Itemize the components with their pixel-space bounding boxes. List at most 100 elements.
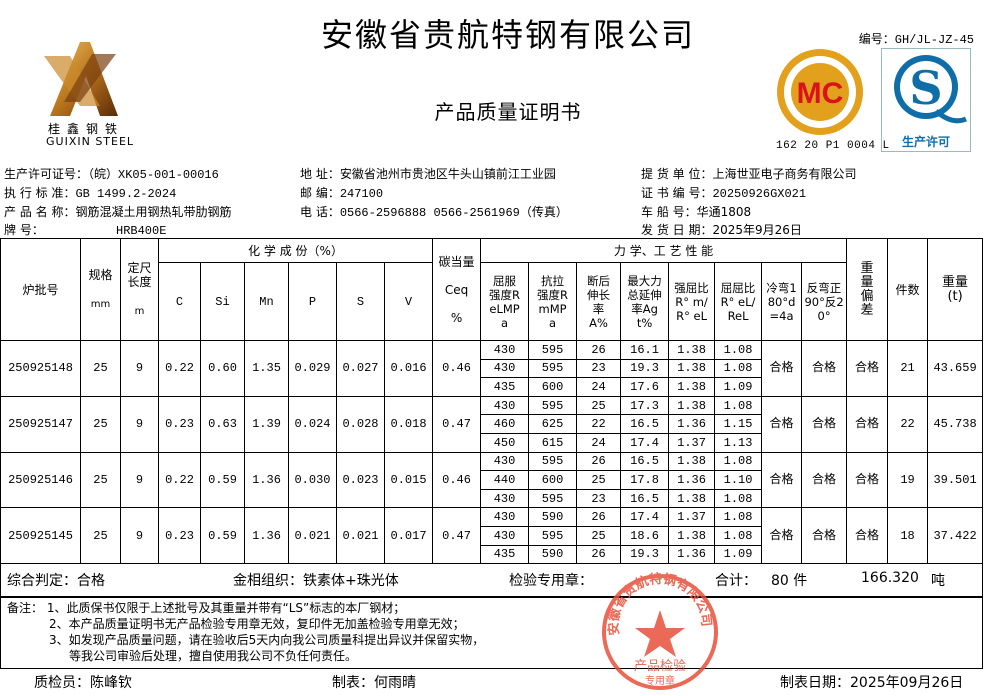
mech-value: 16.5 xyxy=(620,414,670,434)
table-row: 250925146 25 9 0.22 0.59 1.36 0.030 0.023 0.015 0… xyxy=(0,451,984,509)
mech-value: 435 xyxy=(480,544,530,565)
chem-value: 1.36 xyxy=(244,507,289,565)
table-row: 435 600 24 17.6 1.38 1.09 xyxy=(1,377,983,397)
qs-logo-icon: S xyxy=(894,55,967,124)
chem-value: 0.23 xyxy=(158,507,201,565)
mech-value: 16.5 xyxy=(620,451,670,472)
batch-number: 250925145 xyxy=(0,507,81,565)
batch-number: 250925146 xyxy=(0,451,81,509)
rebend-result: 合格 xyxy=(801,507,848,565)
spec: 25 xyxy=(80,395,121,453)
mech-value: 19.3 xyxy=(620,544,670,565)
mech-value: 1.09 xyxy=(714,377,763,397)
mech-value: 1.08 xyxy=(714,525,763,546)
mech-value: 1.13 xyxy=(714,432,763,453)
cold-bend-result: 合格 xyxy=(761,451,803,509)
svg-text:专用章: 专用章 xyxy=(645,674,675,687)
mech-value: 450 xyxy=(480,432,530,453)
cold-bend-result: 合格 xyxy=(761,395,803,453)
cold-bend-result: 合格 xyxy=(761,340,803,397)
header-ceq: 碳当量 Ceq% xyxy=(432,238,482,341)
header-chem-s: S xyxy=(336,262,385,341)
mc-certificate-code: 162 20 P1 0004 L xyxy=(776,140,890,152)
header-chem-si: Si xyxy=(200,262,245,341)
header-weight-deviation: 重量偏差 xyxy=(846,238,889,341)
length: 9 xyxy=(120,507,159,565)
logo-chinese-name: 桂鑫钢铁 xyxy=(48,122,125,136)
quality-table: 炉批号 规格 mm 定尺长度 m 化 学 成 份（%） 碳当量 Ceq% 力 学、工 艺 性 能… xyxy=(0,238,984,565)
mech-value: 435 xyxy=(480,377,530,397)
mech-value: 24 xyxy=(576,432,622,453)
total-pieces: 80 件 xyxy=(771,573,808,589)
spec: 25 xyxy=(80,451,121,509)
header-mech-col: 断后伸长率A% xyxy=(576,262,622,341)
note-line: 等我公司审验后处理，擅自使用我公司不负任何责任。 xyxy=(69,649,358,663)
chem-value: 0.63 xyxy=(200,395,245,453)
address-field: 地 址：安徽省池州市贵池区牛头山镇前江工业园 xyxy=(300,167,556,181)
mech-value: 1.38 xyxy=(668,525,716,546)
weight-deviation-result: 合格 xyxy=(846,395,889,453)
chem-value: 0.017 xyxy=(383,507,434,565)
mech-value: 1.36 xyxy=(668,414,716,434)
mc-logo-icon: MC xyxy=(777,49,863,135)
mc-certification-logo: MC xyxy=(776,48,864,136)
note-line: 3、如发现产品质量问题，请在验收后5天内向我公司质量科提出异议并保留实物， xyxy=(49,633,485,647)
phone-field: 电 话：0566-2596888 0566-2561969（传真） xyxy=(300,205,568,220)
mech-value: 1.38 xyxy=(668,340,716,360)
weight: 45.738 xyxy=(927,395,984,453)
header-mech-col: 最大力总延伸率Agt% xyxy=(620,262,670,341)
table-row: 250925147 25 9 0.23 0.63 1.39 0.024 0.028 0.018 0… xyxy=(0,395,984,453)
mech-value: 1.08 xyxy=(714,507,763,527)
mech-value: 1.08 xyxy=(714,340,763,360)
mech-value: 595 xyxy=(528,358,578,379)
summary-row: 综合判定：合格 金相组织：铁素体+珠光体 检验专用章： 合计： 80 件 166… xyxy=(0,564,983,597)
note-line: 备注： 1、此质保书仅限于上述批号及其重量并带有“LS”标志的本厂钢材； xyxy=(7,601,406,615)
grade-field: 牌 号： HRB400E xyxy=(4,223,167,238)
weight-deviation-result: 合格 xyxy=(846,340,889,397)
chem-value: 0.60 xyxy=(200,340,245,397)
header-mech-col: 抗拉强度RmMPa xyxy=(528,262,578,341)
batch-number: 250925147 xyxy=(0,395,81,453)
guixin-logo-icon xyxy=(44,42,118,116)
overall-verdict: 综合判定：合格 xyxy=(7,573,105,589)
header-mech-col: 屈屈比R° eL/ReL xyxy=(714,262,763,341)
chem-value: 0.028 xyxy=(336,395,385,453)
mech-value: 1.37 xyxy=(668,507,716,527)
mech-value: 430 xyxy=(480,451,530,472)
chem-value: 1.39 xyxy=(244,395,289,453)
mech-value: 22 xyxy=(576,414,622,434)
header-weight: 重量(t) xyxy=(927,238,984,341)
table-row: 460 625 22 16.5 1.36 1.15 xyxy=(1,414,983,434)
mech-value: 595 xyxy=(528,395,578,416)
license-field: 生产许可证号：（皖）XK05-001-00016 xyxy=(4,167,219,182)
mech-value: 1.15 xyxy=(714,414,763,434)
cold-bend-result: 合格 xyxy=(761,507,803,565)
table-row: 430 595 23 16.5 1.38 1.08 xyxy=(1,488,983,509)
vehicle-field: 车 船 号：华通1808 xyxy=(641,205,752,219)
length: 9 xyxy=(120,451,159,509)
weight-deviation-result: 合格 xyxy=(846,451,889,509)
header-batch: 炉批号 xyxy=(0,238,81,341)
chem-value: 0.024 xyxy=(288,395,337,453)
company-logo xyxy=(40,36,120,120)
chem-value: 0.023 xyxy=(336,451,385,509)
mech-value: 460 xyxy=(480,414,530,434)
mech-value: 440 xyxy=(480,470,530,490)
header-mech-col: 反弯正90°反20° xyxy=(801,262,848,341)
weight-deviation-result: 合格 xyxy=(846,507,889,565)
ceq-value: 0.46 xyxy=(432,340,482,397)
mech-value: 17.3 xyxy=(620,395,670,416)
table-row: 430 595 25 18.6 1.38 1.08 xyxy=(1,525,983,546)
mc-text: MC xyxy=(797,77,844,110)
mech-value: 600 xyxy=(528,377,578,397)
table-row: 250925148 25 9 0.22 0.60 1.35 0.029 0.027 0.016 0… xyxy=(0,340,984,397)
mech-value: 26 xyxy=(576,340,622,360)
chem-value: 0.021 xyxy=(336,507,385,565)
chem-value: 0.59 xyxy=(200,451,245,509)
stamp-label: 检验专用章： xyxy=(509,573,593,589)
mech-value: 24 xyxy=(576,377,622,397)
mech-value: 1.36 xyxy=(668,470,716,490)
prepared-date: 制表日期：2025年09月26日 xyxy=(780,675,964,691)
chem-value: 0.016 xyxy=(383,340,434,397)
mech-value: 1.37 xyxy=(668,432,716,453)
